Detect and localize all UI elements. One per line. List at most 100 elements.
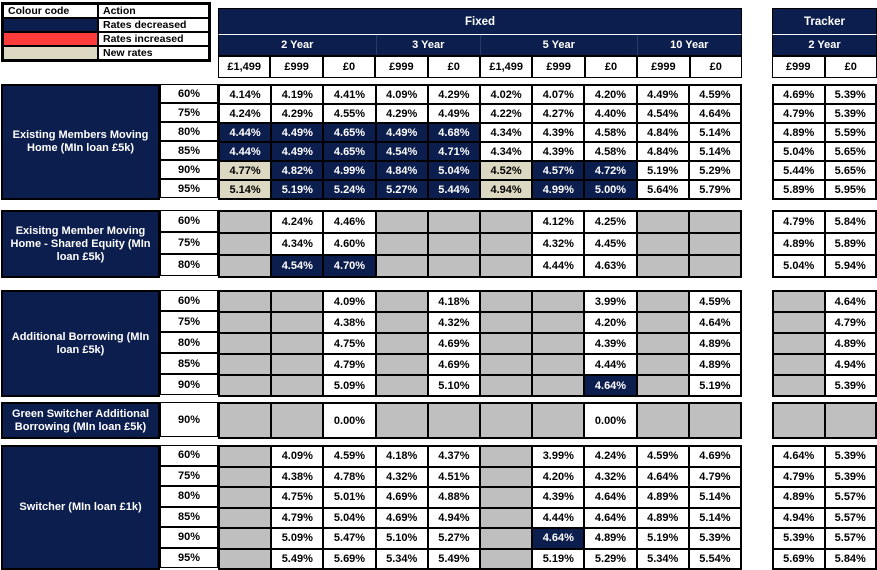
rate-cell[interactable]: 4.65% (323, 142, 375, 161)
empty-cell[interactable] (376, 233, 428, 255)
empty-cell[interactable] (480, 446, 532, 467)
rate-cell[interactable]: 5.04% (773, 142, 825, 161)
empty-cell[interactable] (689, 255, 741, 277)
empty-cell[interactable] (219, 528, 271, 549)
rate-cell[interactable]: 4.72% (584, 161, 636, 180)
rate-cell[interactable]: 4.44% (219, 123, 271, 142)
rate-cell[interactable]: 5.69% (773, 549, 825, 570)
rate-cell[interactable]: 4.69% (773, 85, 825, 104)
rate-cell[interactable]: 5.79% (689, 180, 741, 199)
ltv-cell[interactable]: 80% (160, 122, 218, 141)
rate-cell[interactable]: 5.19% (637, 528, 689, 549)
empty-cell[interactable] (219, 549, 271, 570)
rate-cell[interactable]: 4.69% (689, 446, 741, 467)
rate-cell[interactable]: 4.64% (689, 312, 741, 333)
rate-cell[interactable]: 4.51% (428, 467, 480, 488)
ltv-cell[interactable]: 75% (160, 311, 218, 332)
rate-cell[interactable]: 5.29% (584, 549, 636, 570)
empty-cell[interactable] (637, 255, 689, 277)
rate-cell[interactable]: 4.94% (773, 508, 825, 529)
empty-cell[interactable] (773, 333, 825, 354)
ltv-cell[interactable]: 85% (160, 141, 218, 160)
empty-cell[interactable] (480, 549, 532, 570)
rate-cell[interactable]: 4.89% (773, 123, 825, 142)
rate-cell[interactable]: 5.14% (219, 180, 271, 199)
ltv-cell[interactable]: 60% (160, 84, 218, 103)
rate-cell[interactable]: 4.44% (532, 255, 584, 277)
empty-cell[interactable] (637, 291, 689, 312)
empty-cell[interactable] (219, 354, 271, 375)
rate-cell[interactable]: 5.14% (689, 123, 741, 142)
rate-cell[interactable]: 4.29% (271, 104, 323, 123)
empty-cell[interactable] (532, 403, 584, 438)
rate-cell[interactable]: 4.84% (637, 142, 689, 161)
rate-cell[interactable]: 4.24% (219, 104, 271, 123)
rate-cell[interactable]: 4.39% (532, 123, 584, 142)
rate-cell[interactable]: 4.89% (825, 333, 877, 354)
rate-cell[interactable]: 5.09% (323, 375, 375, 396)
empty-cell[interactable] (219, 211, 271, 233)
rate-cell[interactable]: 4.59% (323, 446, 375, 467)
rate-cell[interactable]: 4.59% (637, 446, 689, 467)
rate-cell[interactable]: 5.04% (773, 255, 825, 277)
rate-cell[interactable]: 4.64% (584, 487, 636, 508)
rate-cell[interactable]: 4.54% (637, 104, 689, 123)
rate-cell[interactable]: 4.09% (323, 291, 375, 312)
rate-cell[interactable]: 5.10% (376, 528, 428, 549)
rate-cell[interactable]: 5.19% (271, 180, 323, 199)
empty-cell[interactable] (480, 375, 532, 396)
rate-cell[interactable]: 5.95% (825, 180, 877, 199)
empty-cell[interactable] (219, 291, 271, 312)
empty-cell[interactable] (219, 233, 271, 255)
rate-cell[interactable]: 5.44% (428, 180, 480, 199)
rate-cell[interactable]: 0.00% (584, 403, 636, 438)
rate-cell[interactable]: 4.88% (428, 487, 480, 508)
empty-cell[interactable] (773, 312, 825, 333)
rate-cell[interactable]: 4.68% (428, 123, 480, 142)
rate-cell[interactable]: 5.04% (428, 161, 480, 180)
rate-cell[interactable]: 4.25% (584, 211, 636, 233)
empty-cell[interactable] (271, 333, 323, 354)
rate-cell[interactable]: 4.79% (323, 354, 375, 375)
rate-cell[interactable]: 4.49% (376, 123, 428, 142)
rate-cell[interactable]: 5.54% (689, 549, 741, 570)
rate-cell[interactable]: 4.49% (637, 85, 689, 104)
empty-cell[interactable] (219, 487, 271, 508)
empty-cell[interactable] (271, 312, 323, 333)
ltv-cell[interactable]: 85% (160, 353, 218, 374)
rate-cell[interactable]: 4.64% (689, 104, 741, 123)
rate-cell[interactable]: 4.41% (323, 85, 375, 104)
rate-cell[interactable]: 4.46% (323, 211, 375, 233)
empty-cell[interactable] (773, 354, 825, 375)
ltv-cell[interactable]: 80% (160, 254, 218, 276)
empty-cell[interactable] (773, 403, 825, 438)
empty-cell[interactable] (480, 233, 532, 255)
rate-cell[interactable]: 4.29% (428, 85, 480, 104)
rate-cell[interactable]: 4.32% (584, 467, 636, 488)
rate-cell[interactable]: 5.10% (428, 375, 480, 396)
rate-cell[interactable]: 4.84% (376, 161, 428, 180)
rate-cell[interactable]: 4.32% (428, 312, 480, 333)
empty-cell[interactable] (219, 375, 271, 396)
rate-cell[interactable]: 5.19% (637, 161, 689, 180)
rate-cell[interactable]: 4.24% (271, 211, 323, 233)
ltv-cell[interactable]: 90% (160, 527, 218, 548)
rate-cell[interactable]: 5.49% (271, 549, 323, 570)
rate-cell[interactable]: 4.99% (323, 161, 375, 180)
rate-cell[interactable]: 4.78% (323, 467, 375, 488)
empty-cell[interactable] (480, 312, 532, 333)
empty-cell[interactable] (376, 255, 428, 277)
rate-cell[interactable]: 5.14% (689, 142, 741, 161)
rate-cell[interactable]: 5.64% (637, 180, 689, 199)
rate-cell[interactable]: 5.34% (637, 549, 689, 570)
rate-cell[interactable]: 4.79% (689, 467, 741, 488)
rate-cell[interactable]: 5.39% (825, 375, 877, 396)
rate-cell[interactable]: 4.39% (532, 142, 584, 161)
empty-cell[interactable] (480, 291, 532, 312)
empty-cell[interactable] (773, 291, 825, 312)
rate-cell[interactable]: 5.89% (825, 233, 877, 255)
rate-cell[interactable]: 4.18% (376, 446, 428, 467)
empty-cell[interactable] (825, 403, 877, 438)
rate-cell[interactable]: 4.79% (773, 211, 825, 233)
rate-cell[interactable]: 5.44% (773, 161, 825, 180)
